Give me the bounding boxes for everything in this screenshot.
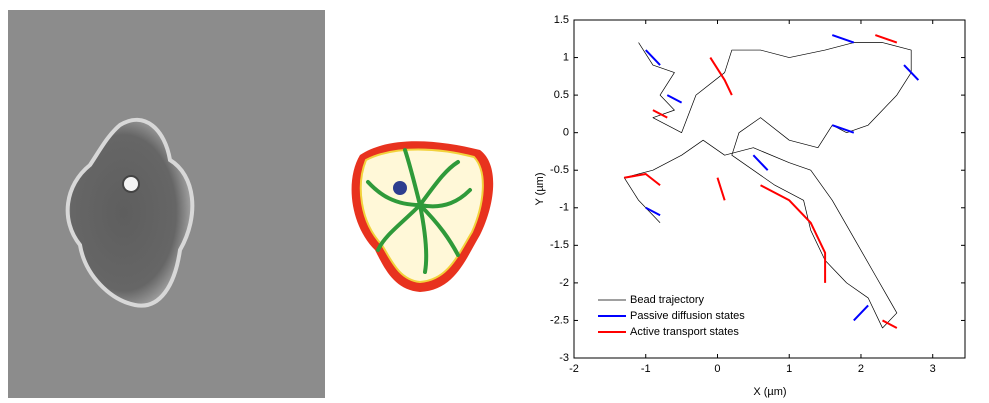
- y-axis-label: Y (µm): [534, 172, 546, 205]
- y-tick-label: -0.5: [550, 164, 569, 176]
- micrograph: [8, 10, 325, 398]
- cell-schematic: [351, 141, 494, 292]
- y-tick-label: -1: [559, 202, 569, 214]
- x-tick-label: 3: [930, 363, 936, 375]
- y-tick-label: 1: [563, 51, 569, 63]
- trajectory-plot: X (µm) Y (µm) -2 -1 0 1 2 3 -3 -2.5 -2 -1.5 -1 -0.5…: [534, 14, 966, 398]
- x-axis-label: X (µm): [753, 386, 786, 398]
- y-tick-label: -3: [559, 352, 569, 364]
- legend-label: Active transport states: [630, 326, 739, 338]
- y-tick-label: 0.5: [554, 89, 569, 101]
- x-tick-label: -1: [641, 363, 651, 375]
- legend-label: Passive diffusion states: [630, 310, 745, 322]
- series-line: [624, 34, 898, 329]
- legend-label: Bead trajectory: [630, 294, 704, 306]
- y-tick-label: 0: [563, 127, 569, 139]
- x-tick-label: 2: [858, 363, 864, 375]
- x-tick-label: -2: [569, 363, 579, 375]
- y-tick-label: 1.5: [554, 14, 569, 26]
- plot-frame: [573, 19, 966, 359]
- y-tick-label: -1.5: [550, 239, 569, 251]
- x-tick-label: 1: [786, 363, 792, 375]
- series-line: [645, 34, 920, 322]
- y-tick-label: -2.5: [550, 314, 569, 326]
- x-tick-label: 0: [714, 363, 720, 375]
- series-line: [623, 42, 912, 329]
- y-tick-label: -2: [559, 277, 569, 289]
